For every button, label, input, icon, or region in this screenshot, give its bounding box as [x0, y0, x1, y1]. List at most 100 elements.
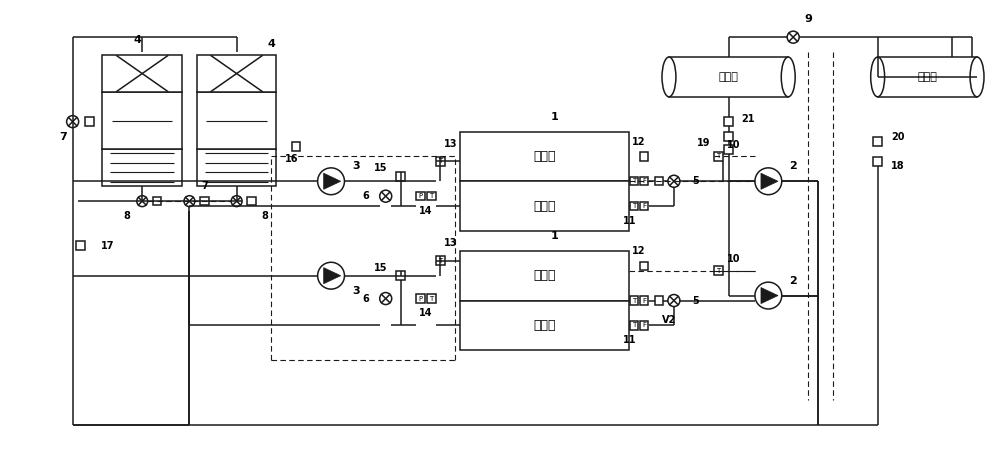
Text: 18: 18	[891, 161, 904, 171]
Bar	[714, 152, 723, 161]
Bar	[85, 117, 94, 126]
Bar	[247, 197, 256, 205]
Text: F: F	[642, 298, 646, 304]
Text: 16: 16	[285, 154, 298, 165]
Text: T: T	[632, 178, 636, 184]
Text: P: P	[418, 295, 423, 302]
Text: 4: 4	[133, 35, 141, 45]
Bar	[460, 181, 629, 231]
Text: 6: 6	[362, 191, 369, 201]
Bar	[873, 157, 882, 166]
Bar	[630, 202, 638, 210]
Bar	[630, 177, 638, 185]
Text: 19: 19	[697, 138, 710, 148]
Text: 11: 11	[622, 335, 636, 345]
Text: 10: 10	[727, 254, 740, 264]
Polygon shape	[761, 288, 778, 304]
Text: 6: 6	[362, 294, 369, 304]
Text: F: F	[642, 203, 646, 209]
Bar	[640, 321, 648, 330]
Circle shape	[184, 196, 195, 207]
Circle shape	[380, 293, 392, 304]
Circle shape	[787, 31, 799, 43]
Text: 2: 2	[789, 276, 797, 285]
Circle shape	[231, 196, 242, 207]
Bar	[724, 117, 733, 126]
Text: 蒸发器: 蒸发器	[533, 269, 556, 282]
Bar	[427, 295, 436, 303]
Bar	[630, 296, 638, 305]
Text: 8: 8	[261, 211, 268, 221]
Text: 14: 14	[419, 308, 432, 318]
Text: 21: 21	[742, 114, 755, 124]
Bar	[416, 192, 425, 200]
Text: 集水器: 集水器	[719, 72, 739, 82]
Polygon shape	[324, 267, 341, 284]
Bar	[102, 149, 182, 186]
Bar	[460, 132, 629, 181]
Bar	[102, 55, 182, 92]
Text: 20: 20	[891, 132, 904, 142]
Circle shape	[668, 295, 680, 307]
Text: 12: 12	[632, 137, 646, 147]
Bar	[640, 202, 648, 210]
Text: 3: 3	[352, 285, 360, 295]
Text: T: T	[632, 298, 636, 304]
Bar	[460, 300, 629, 350]
Text: T: T	[429, 193, 434, 199]
Circle shape	[755, 282, 782, 309]
Bar	[153, 197, 161, 205]
Bar	[102, 92, 182, 149]
Text: P: P	[418, 193, 423, 199]
Text: 1: 1	[551, 231, 559, 241]
Text: 8: 8	[124, 211, 131, 221]
Ellipse shape	[662, 57, 676, 97]
Bar	[416, 295, 425, 303]
Text: 11: 11	[622, 216, 636, 226]
Bar	[396, 172, 405, 180]
Circle shape	[380, 190, 392, 202]
Bar	[460, 251, 629, 300]
Text: 分水器: 分水器	[917, 72, 937, 82]
Text: 14: 14	[419, 206, 432, 216]
Text: 蒸发器: 蒸发器	[533, 150, 556, 163]
Text: 13: 13	[444, 238, 457, 248]
Text: V2: V2	[662, 315, 676, 326]
Bar	[873, 137, 882, 146]
Bar	[640, 177, 648, 185]
Text: 5: 5	[692, 176, 699, 186]
Text: T: T	[717, 268, 721, 274]
Text: 10: 10	[727, 139, 740, 149]
Bar	[640, 296, 648, 305]
Bar	[878, 57, 977, 97]
Bar	[76, 241, 85, 250]
Bar	[714, 267, 723, 275]
Bar	[292, 142, 300, 151]
Bar	[669, 57, 788, 97]
Text: 12: 12	[632, 246, 646, 256]
Bar	[724, 132, 733, 141]
Text: 15: 15	[374, 263, 387, 273]
Bar	[197, 92, 276, 149]
Text: F: F	[642, 178, 646, 184]
Bar	[197, 149, 276, 186]
Bar	[655, 177, 663, 185]
Ellipse shape	[871, 57, 885, 97]
Text: T: T	[632, 203, 636, 209]
Bar	[436, 256, 445, 265]
Text: 2: 2	[789, 161, 797, 171]
Bar	[396, 272, 405, 280]
Text: 冷凝器: 冷凝器	[533, 200, 556, 212]
Text: T: T	[429, 295, 434, 302]
Bar	[640, 152, 648, 161]
Text: T: T	[717, 153, 721, 159]
Text: 冷凝器: 冷凝器	[533, 319, 556, 332]
Circle shape	[318, 168, 344, 195]
Bar	[200, 197, 209, 205]
Bar	[724, 145, 733, 154]
Text: 9: 9	[804, 14, 812, 24]
Text: 4: 4	[267, 39, 275, 49]
Circle shape	[318, 262, 344, 289]
Circle shape	[755, 168, 782, 195]
Text: 1: 1	[551, 112, 559, 122]
